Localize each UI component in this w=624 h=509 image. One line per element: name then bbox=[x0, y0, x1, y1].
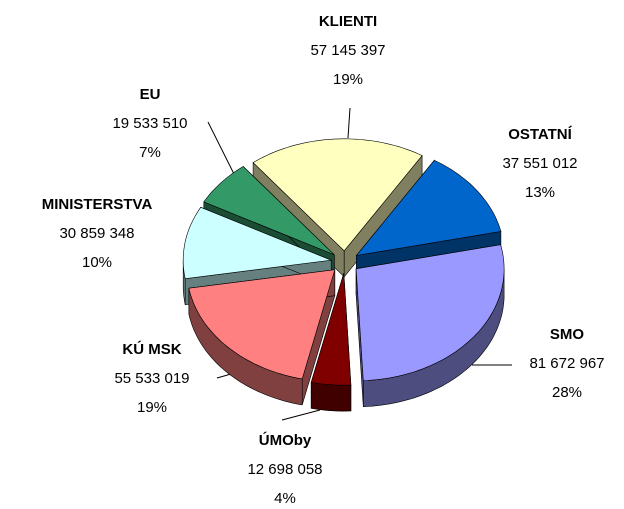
percent-label: 19% bbox=[137, 399, 167, 416]
value-label: 55 533 019 bbox=[114, 370, 189, 387]
slice-name: SMO bbox=[550, 326, 585, 343]
slice-name: OSTATNÍ bbox=[508, 126, 572, 143]
slice-top bbox=[355, 159, 502, 256]
slice-top bbox=[355, 244, 505, 382]
slice bbox=[355, 244, 505, 408]
percent-label: 28% bbox=[552, 384, 582, 401]
slice-top bbox=[182, 206, 333, 280]
percent-label: 13% bbox=[525, 184, 555, 201]
slice bbox=[188, 269, 336, 406]
value-label: 12 698 058 bbox=[247, 461, 322, 478]
leader-line bbox=[281, 409, 321, 421]
value-label: 57 145 397 bbox=[310, 42, 385, 59]
slice-name: KÚ MSK bbox=[122, 340, 181, 358]
value-label: 30 859 348 bbox=[59, 225, 134, 242]
value-label: 19 533 510 bbox=[112, 115, 187, 132]
slice bbox=[310, 273, 352, 412]
slice-name: EU bbox=[140, 86, 161, 103]
leader-line bbox=[207, 121, 237, 179]
slice-wall bbox=[310, 382, 352, 412]
value-label: 37 551 012 bbox=[502, 155, 577, 172]
slice-name: ÚMOby bbox=[259, 431, 312, 449]
percent-label: 19% bbox=[333, 71, 363, 88]
value-label: 81 672 967 bbox=[529, 355, 604, 372]
slice-top bbox=[252, 138, 423, 252]
slice-top bbox=[203, 166, 335, 256]
slice-top bbox=[188, 269, 336, 380]
leaders bbox=[207, 107, 512, 421]
percent-label: 4% bbox=[274, 490, 296, 507]
percent-label: 7% bbox=[139, 144, 161, 161]
slice-top bbox=[310, 273, 352, 386]
slice-name: MINISTERSTVA bbox=[42, 196, 153, 213]
leader-line bbox=[347, 107, 351, 139]
percent-label: 10% bbox=[82, 254, 112, 271]
slice-name: KLIENTI bbox=[319, 13, 377, 30]
